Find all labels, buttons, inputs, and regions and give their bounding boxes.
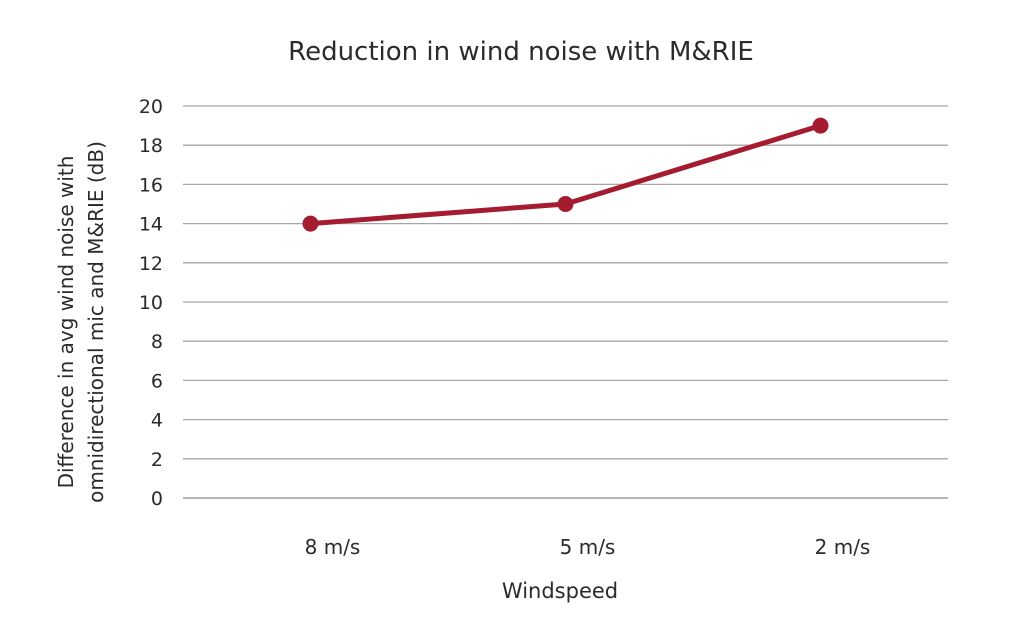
y-tick-label: 14 [139,214,163,236]
data-point [302,215,319,232]
y-tick-labels: 0 2 4 6 8 10 12 14 16 18 20 [139,96,163,510]
y-tick-label: 18 [139,135,163,157]
y-tick-label: 12 [139,253,163,275]
x-tick-label: 2 m/s [815,535,871,559]
y-tick-label: 8 [151,331,163,353]
x-tick-label: 8 m/s [305,535,361,559]
y-tick-label: 16 [139,174,163,196]
x-tick-label: 5 m/s [560,535,616,559]
y-axis-label-line-2: omnidirectional mic and M&RIE (dB) [84,141,108,503]
data-point [557,196,574,212]
y-axis-label-line-1: Difference in avg wind noise with [54,156,78,489]
series-layer [302,117,829,232]
data-point [812,117,829,134]
y-tick-label: 6 [151,370,163,392]
gridlines [183,105,948,499]
y-tick-label: 10 [139,292,163,314]
x-tick-labels: 8 m/s 5 m/s 2 m/s [305,535,871,559]
y-tick-label: 20 [139,96,163,118]
y-tick-label: 4 [151,410,163,432]
chart-title: Reduction in wind noise with M&RIE [288,37,754,67]
y-tick-label: 2 [151,449,163,471]
x-axis-label: Windspeed [502,579,618,603]
y-tick-label: 0 [151,488,163,510]
